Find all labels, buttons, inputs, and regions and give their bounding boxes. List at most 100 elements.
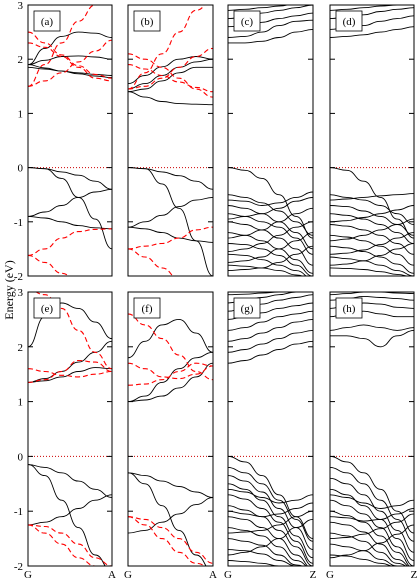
band-line-solid	[330, 167, 414, 239]
band-panel: (d)	[329, 4, 415, 277]
band-line-solid	[228, 205, 313, 250]
panel-label: (c)	[233, 10, 261, 32]
y-tick-label: -2	[14, 561, 23, 573]
band-line-solid	[228, 196, 313, 220]
band-line-solid	[330, 194, 414, 225]
band-line-solid	[330, 543, 403, 566]
x-tick-label: G	[24, 569, 32, 581]
band-line-solid	[330, 245, 414, 274]
band-line-solid	[228, 253, 307, 276]
band-line-solid	[228, 245, 313, 272]
band-line-solid	[228, 28, 313, 44]
x-tick-label: A	[108, 569, 116, 581]
y-tick-label: 1	[18, 108, 24, 120]
band-line-dashed	[28, 31, 112, 79]
y-tick-label: 2	[18, 342, 24, 354]
band-lines	[330, 5, 414, 276]
band-line-solid	[128, 472, 213, 498]
x-tick-label: Z	[411, 569, 417, 581]
band-panel: (c)	[227, 4, 314, 277]
panel-label-text: (e)	[41, 303, 54, 315]
panel-label: (b)	[133, 10, 161, 32]
band-line-solid	[330, 455, 414, 534]
band-line-solid	[28, 66, 112, 76]
y-tick-label: 3	[18, 287, 24, 299]
panel-label-text: (d)	[343, 16, 356, 28]
x-tick-label: G	[326, 569, 334, 581]
panel-label-box	[335, 297, 363, 319]
panel-frame	[227, 291, 314, 567]
band-lines	[330, 292, 414, 566]
panel-label-box	[33, 10, 61, 32]
band-line-dashed	[28, 359, 112, 383]
band-lines	[128, 5, 213, 276]
band-line-dashed	[28, 228, 112, 256]
band-line-solid	[228, 502, 313, 518]
panel-label-box	[133, 10, 161, 32]
band-line-dashed	[28, 524, 112, 566]
band-line-solid	[228, 232, 313, 263]
band-line-solid	[228, 488, 313, 504]
panel-frame	[329, 291, 415, 567]
band-line-solid	[28, 367, 112, 383]
panel-label-box	[33, 297, 61, 319]
band-line-dashed	[128, 362, 213, 386]
band-line-dashed	[128, 362, 213, 380]
band-line-solid	[28, 64, 112, 79]
band-line-dashed	[128, 53, 213, 98]
band-line-solid	[330, 218, 414, 242]
band-line-solid	[228, 194, 313, 236]
y-tick-label: 0	[18, 163, 24, 175]
band-line-solid	[228, 527, 307, 566]
panel-label-text: (c)	[241, 16, 254, 28]
band-line-solid	[228, 5, 290, 11]
y-tick-label: -1	[14, 506, 23, 518]
band-line-solid	[228, 466, 313, 542]
panel-label-box	[133, 297, 161, 319]
band-line-dashed	[28, 42, 112, 82]
band-line-solid	[330, 324, 414, 331]
band-line-solid	[128, 167, 213, 276]
band-line-solid	[128, 91, 213, 106]
band-line-solid	[330, 213, 414, 244]
y-tick-label: -2	[14, 271, 23, 283]
band-line-solid	[28, 167, 112, 250]
band-line-dashed	[128, 516, 206, 566]
band-line-solid	[228, 505, 313, 566]
panel-label-box	[335, 10, 363, 32]
panel-frame	[27, 291, 113, 567]
panel-label-text: (g)	[241, 303, 254, 315]
band-line-solid	[228, 221, 313, 266]
panel-label: (e)	[33, 297, 61, 319]
band-line-solid	[28, 55, 112, 66]
panel-label: (f)	[133, 297, 161, 319]
band-line-dashed	[28, 5, 100, 87]
band-line-solid	[330, 499, 414, 566]
band-line-dashed	[128, 226, 213, 250]
band-lines	[128, 313, 213, 566]
panel-label-text: (h)	[343, 303, 356, 315]
band-line-solid	[330, 267, 409, 276]
band-line-solid	[330, 26, 414, 38]
band-line-solid	[228, 538, 304, 566]
band-line-solid	[228, 455, 313, 540]
band-line-solid	[128, 472, 207, 566]
band-line-dashed	[128, 64, 213, 93]
band-line-solid	[128, 497, 213, 534]
band-panel: -2 -1 0 1 2 3 (a)	[14, 0, 113, 283]
band-line-solid	[330, 193, 414, 201]
band-line-solid	[330, 256, 414, 276]
band-line-solid	[330, 508, 414, 522]
band-line-solid	[228, 207, 313, 239]
panel-label-box	[233, 297, 261, 319]
band-line-solid	[330, 243, 414, 266]
band-line-solid	[228, 518, 313, 556]
band-lines	[228, 292, 313, 566]
panel-label-text: (b)	[141, 16, 154, 28]
band-line-solid	[228, 549, 302, 566]
x-tick-label: Z	[310, 569, 317, 581]
band-line-dashed	[28, 254, 70, 276]
panel-label: (d)	[335, 10, 363, 32]
band-line-solid	[28, 464, 106, 566]
